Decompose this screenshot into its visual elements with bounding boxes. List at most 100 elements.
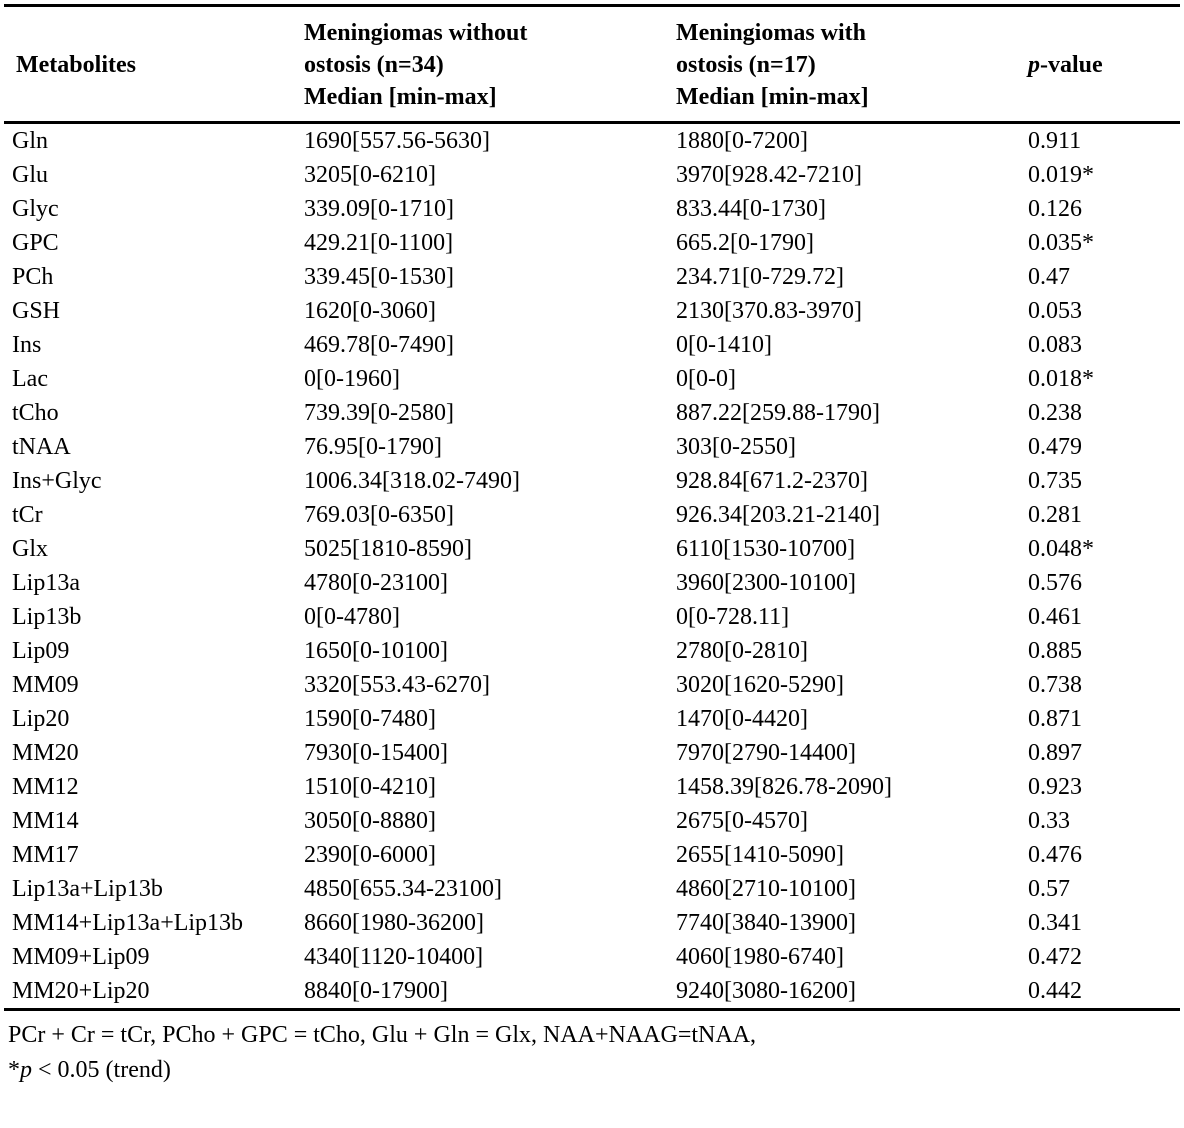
value-without-ostosis-cell: 3050[0-8880] (304, 808, 436, 834)
table-footnotes: PCr + Cr = tCr, PCho + GPC = tCho, Glu +… (8, 1018, 1184, 1088)
metabolite-cell: Ins (12, 332, 42, 358)
paper-table-page: Metabolites Meningiomas without ostosis … (0, 4, 1184, 1128)
header-with-ostosis-line3: Median [min-max] (676, 84, 869, 110)
metabolite-cell: Lip13a+Lip13b (12, 876, 163, 902)
p-value-cell: 0.897 (1028, 740, 1082, 766)
metabolite-cell: Lip20 (12, 706, 70, 732)
p-value-cell: 0.126 (1028, 196, 1082, 222)
table-row: Lip13a+Lip13b 4850[655.34-23100] 4860[27… (4, 872, 1180, 906)
p-value-cell: 0.911 (1028, 128, 1082, 154)
value-without-ostosis-cell: 0[0-4780] (304, 604, 400, 630)
table-row: MM09+Lip09 4340[1120-10400] 4060[1980-67… (4, 940, 1180, 974)
metabolite-cell: MM20 (12, 740, 79, 766)
table-row: GPC 429.21[0-1100] 665.2[0-1790] 0.035* (4, 226, 1180, 260)
table-row: Lip13b 0[0-4780] 0[0-728.11] 0.461 (4, 600, 1180, 634)
table-row: MM20+Lip20 8840[0-17900] 9240[3080-16200… (4, 974, 1180, 1010)
p-value-cell: 0.048* (1028, 536, 1094, 562)
value-with-ostosis-cell: 0[0-1410] (676, 332, 772, 358)
value-with-ostosis-cell: 9240[3080-16200] (676, 978, 856, 1004)
value-with-ostosis-cell: 928.84[671.2-2370] (676, 468, 868, 494)
metabolite-cell: tNAA (12, 434, 71, 460)
value-with-ostosis-cell: 3960[2300-10100] (676, 570, 856, 596)
value-without-ostosis-cell: 5025[1810-8590] (304, 536, 472, 562)
value-without-ostosis-cell: 429.21[0-1100] (304, 230, 454, 256)
p-value-cell: 0.035* (1028, 230, 1094, 256)
table-row: tCho 739.39[0-2580] 887.22[259.88-1790] … (4, 396, 1180, 430)
table-row: GSH 1620[0-3060] 2130[370.83-3970] 0.053 (4, 294, 1180, 328)
header-metabolites: Metabolites (4, 6, 300, 123)
value-without-ostosis-cell: 0[0-1960] (304, 366, 400, 392)
p-value-cell: 0.47 (1028, 264, 1070, 290)
p-value-cell: 0.053 (1028, 298, 1082, 324)
table-row: tCr 769.03[0-6350] 926.34[203.21-2140] 0… (4, 498, 1180, 532)
table-row: Ins 469.78[0-7490] 0[0-1410] 0.083 (4, 328, 1180, 362)
header-with-ostosis: Meningiomas with ostosis (n=17) Median [… (672, 6, 1024, 123)
metabolite-cell: MM09+Lip09 (12, 944, 150, 970)
metabolite-cell: tCr (12, 502, 43, 528)
metabolite-cell: MM14 (12, 808, 79, 834)
metabolite-cell: PCh (12, 264, 54, 290)
table-row: Lip13a 4780[0-23100] 3960[2300-10100] 0.… (4, 566, 1180, 600)
p-value-cell: 0.461 (1028, 604, 1082, 630)
table-row: Lip09 1650[0-10100] 2780[0-2810] 0.885 (4, 634, 1180, 668)
p-value-cell: 0.885 (1028, 638, 1082, 664)
table-row: Glu 3205[0-6210] 3970[928.42-7210] 0.019… (4, 158, 1180, 192)
footnote-italic-p: p (20, 1057, 32, 1083)
table-row: Lac 0[0-1960] 0[0-0] 0.018* (4, 362, 1180, 396)
value-with-ostosis-cell: 2675[0-4570] (676, 808, 808, 834)
table-row: PCh 339.45[0-1530] 234.71[0-729.72] 0.47 (4, 260, 1180, 294)
table-row: Glx 5025[1810-8590] 6110[1530-10700] 0.0… (4, 532, 1180, 566)
p-value-cell: 0.57 (1028, 876, 1070, 902)
footnote-abbreviations: PCr + Cr = tCr, PCho + GPC = tCho, Glu +… (8, 1022, 757, 1048)
table-row: tNAA 76.95[0-1790] 303[0-2550] 0.479 (4, 430, 1180, 464)
value-with-ostosis-cell: 2655[1410-5090] (676, 842, 844, 868)
metabolite-cell: Ins+Glyc (12, 468, 102, 494)
metabolite-cell: Lip09 (12, 638, 70, 664)
value-with-ostosis-cell: 0[0-0] (676, 366, 736, 392)
header-without-ostosis-line2: ostosis (n=34) (304, 52, 444, 78)
table-header: Metabolites Meningiomas without ostosis … (4, 6, 1180, 123)
value-with-ostosis-cell: 2780[0-2810] (676, 638, 808, 664)
header-without-ostosis-line1: Meningiomas without (304, 20, 528, 46)
metabolite-cell: Glx (12, 536, 48, 562)
value-without-ostosis-cell: 339.45[0-1530] (304, 264, 454, 290)
table-row: MM12 1510[0-4210] 1458.39[826.78-2090] 0… (4, 770, 1180, 804)
value-with-ostosis-cell: 7740[3840-13900] (676, 910, 856, 936)
table-row: MM09 3320[553.43-6270] 3020[1620-5290] 0… (4, 668, 1180, 702)
value-with-ostosis-cell: 4060[1980-6740] (676, 944, 844, 970)
value-with-ostosis-cell: 0[0-728.11] (676, 604, 790, 630)
p-value-cell: 0.479 (1028, 434, 1082, 460)
value-without-ostosis-cell: 7930[0-15400] (304, 740, 448, 766)
value-without-ostosis-cell: 4340[1120-10400] (304, 944, 484, 970)
value-without-ostosis-cell: 76.95[0-1790] (304, 434, 442, 460)
value-without-ostosis-cell: 4780[0-23100] (304, 570, 448, 596)
value-without-ostosis-cell: 3205[0-6210] (304, 162, 436, 188)
table-row: Gln 1690[557.56-5630] 1880[0-7200] 0.911 (4, 123, 1180, 159)
value-without-ostosis-cell: 1690[557.56-5630] (304, 128, 490, 154)
metabolite-cell: MM09 (12, 672, 79, 698)
value-with-ostosis-cell: 833.44[0-1730] (676, 196, 826, 222)
metabolites-table: Metabolites Meningiomas without ostosis … (4, 4, 1180, 1011)
table-row: Ins+Glyc 1006.34[318.02-7490] 928.84[671… (4, 464, 1180, 498)
p-value-cell: 0.738 (1028, 672, 1082, 698)
value-with-ostosis-cell: 6110[1530-10700] (676, 536, 856, 562)
value-with-ostosis-cell: 3020[1620-5290] (676, 672, 844, 698)
p-value-cell: 0.018* (1028, 366, 1094, 392)
p-value-cell: 0.442 (1028, 978, 1082, 1004)
metabolite-cell: Glyc (12, 196, 59, 222)
value-with-ostosis-cell: 3970[928.42-7210] (676, 162, 862, 188)
metabolite-cell: Gln (12, 128, 48, 154)
value-without-ostosis-cell: 469.78[0-7490] (304, 332, 454, 358)
header-p-value: p-value (1024, 6, 1180, 123)
p-value-cell: 0.476 (1028, 842, 1082, 868)
value-without-ostosis-cell: 339.09[0-1710] (304, 196, 454, 222)
footnote-significance: *p < 0.05 (trend) (8, 1053, 1184, 1088)
header-with-ostosis-line2: ostosis (n=17) (676, 52, 816, 78)
value-without-ostosis-cell: 1620[0-3060] (304, 298, 436, 324)
table-row: MM14+Lip13a+Lip13b 8660[1980-36200] 7740… (4, 906, 1180, 940)
p-value-cell: 0.238 (1028, 400, 1082, 426)
p-value-cell: 0.735 (1028, 468, 1082, 494)
value-with-ostosis-cell: 234.71[0-729.72] (676, 264, 844, 290)
table-row: Glyc 339.09[0-1710] 833.44[0-1730] 0.126 (4, 192, 1180, 226)
table-body: Gln 1690[557.56-5630] 1880[0-7200] 0.911… (4, 123, 1180, 1010)
